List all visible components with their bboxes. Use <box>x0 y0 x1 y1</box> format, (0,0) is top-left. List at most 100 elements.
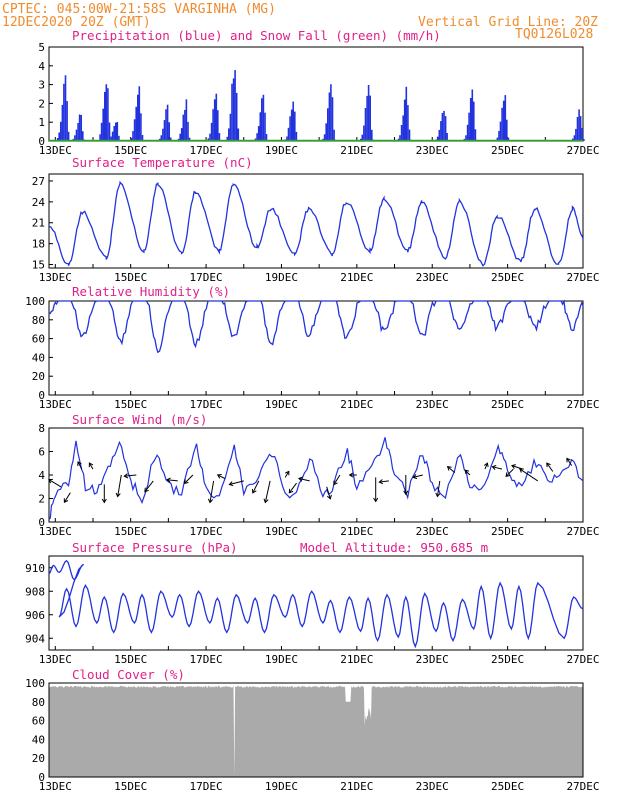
precip-bar <box>446 133 448 141</box>
wind-vector <box>484 462 488 470</box>
precip-bar <box>466 124 469 141</box>
cloud-frame-over <box>48 682 584 778</box>
precip-title: Precipitation (blue) and Snow Fall (gree… <box>72 28 441 43</box>
wind-vector <box>117 474 122 497</box>
precip-bar <box>333 129 335 141</box>
precip-ytick-label: 2 <box>38 97 45 110</box>
pres-xtick-label: 21DEC <box>340 653 373 666</box>
pres-frame <box>48 555 584 651</box>
precip-bar <box>361 134 364 141</box>
precip-bar <box>286 136 288 141</box>
precip-bar <box>471 89 474 141</box>
pres-ytick-label: 910 <box>25 562 45 575</box>
precip-bar <box>74 135 76 141</box>
precip-bar <box>82 131 84 141</box>
cloud-ytick-label: 60 <box>32 715 45 728</box>
wind-vector-head <box>115 492 121 498</box>
wind-vector-head <box>101 498 107 504</box>
pres-xtick-label: 19DEC <box>265 653 298 666</box>
precip-bar <box>506 119 508 141</box>
precip-bar <box>179 133 181 141</box>
temp-ytick-label: 21 <box>32 217 45 230</box>
precip-bar <box>63 83 65 141</box>
precip-bar <box>405 86 408 141</box>
precip-bar <box>207 138 210 141</box>
wind-vector-head <box>48 478 53 484</box>
rh-ytick-label: 100 <box>25 295 45 308</box>
rh-frame <box>48 300 584 396</box>
wind-vector <box>436 480 441 497</box>
wind-vector <box>166 479 178 482</box>
pres-xtick-label: 17DEC <box>190 653 223 666</box>
cloud-xtick-label: 19DEC <box>265 780 298 793</box>
precip-bar <box>75 129 78 141</box>
wind-vector <box>88 462 94 470</box>
precip-bar <box>184 109 186 141</box>
precip-bar <box>443 110 445 141</box>
precip-bar <box>210 122 213 141</box>
precip-bar <box>331 97 334 141</box>
wind-vector-head <box>412 474 418 480</box>
precip-bar <box>403 99 406 141</box>
wind-speed-line <box>48 437 584 520</box>
temp-xtick-label: 17DEC <box>190 271 223 284</box>
pres-xtick-label: 23DEC <box>416 653 449 666</box>
temp-xtick-label: 15DEC <box>114 271 147 284</box>
rh-ytick-label: 0 <box>38 389 45 402</box>
precip-xtick-label: 15DEC <box>114 144 147 157</box>
wind-vector-head <box>207 498 214 504</box>
pres-xtick-label: 15DEC <box>114 653 147 666</box>
precip-bar <box>108 122 111 141</box>
precip-bar <box>105 84 108 141</box>
precip-bar <box>465 135 467 141</box>
wind-title: Surface Wind (m/s) <box>72 412 207 427</box>
wind-vector-head <box>333 480 338 486</box>
rh-xtick-label: 23DEC <box>416 398 449 411</box>
precip-bar <box>133 119 136 141</box>
cloud-xtick-label: 17DEC <box>190 780 223 793</box>
precip-bar <box>163 120 166 141</box>
pres-title: Surface Pressure (hPa) <box>72 540 238 555</box>
wind-vector-head <box>464 469 470 475</box>
wind-vector-head <box>77 461 82 466</box>
precip-bar <box>262 94 265 141</box>
wind-vector-head <box>446 465 452 471</box>
precip-bar <box>217 110 219 141</box>
header-station: CPTEC: 045:00W-21:58S VARGINHA (MG) <box>2 2 276 17</box>
precip-xtick-label: 13DEC <box>39 144 72 157</box>
precip-bar <box>502 100 505 141</box>
wind-vector-head <box>491 465 497 470</box>
rh-xtick-label: 21DEC <box>340 398 373 411</box>
header-code: TQ0126L028 <box>515 27 593 42</box>
precip-bar <box>66 101 68 141</box>
precip-bar <box>137 94 139 141</box>
wind-vector <box>77 461 83 470</box>
precip-bar <box>234 70 236 141</box>
wind-vector <box>124 474 137 477</box>
wind-vector <box>209 480 215 503</box>
precip-xtick-label: 25DEC <box>491 144 524 157</box>
wind-vector <box>63 492 71 503</box>
wind-xtick-label: 27DEC <box>566 525 599 538</box>
precip-bar <box>67 131 70 141</box>
precip-bar <box>256 133 258 141</box>
wind-vector-head <box>505 472 511 477</box>
precip-bar <box>402 115 404 141</box>
wind-vector-head <box>183 479 189 485</box>
cloud-xtick-label: 21DEC <box>340 780 373 793</box>
precip-bar <box>209 133 211 141</box>
precip-bar <box>573 135 576 141</box>
precip-bar <box>507 137 510 141</box>
wind-vector <box>492 466 503 470</box>
precip-ytick-label: 5 <box>38 41 45 54</box>
precip-bar <box>228 128 230 141</box>
wind-vector-head <box>435 492 441 498</box>
wind-vector-head <box>326 494 332 500</box>
wind-vector-head <box>348 472 354 478</box>
temp-ytick-label: 27 <box>32 175 45 188</box>
precip-bar <box>436 136 439 141</box>
wind-vector <box>464 469 471 476</box>
wind-vector-head <box>88 462 94 468</box>
pres-subtitle: Model Altitude: 950.685 m <box>300 540 488 555</box>
wind-xtick-label: 13DEC <box>39 525 72 538</box>
